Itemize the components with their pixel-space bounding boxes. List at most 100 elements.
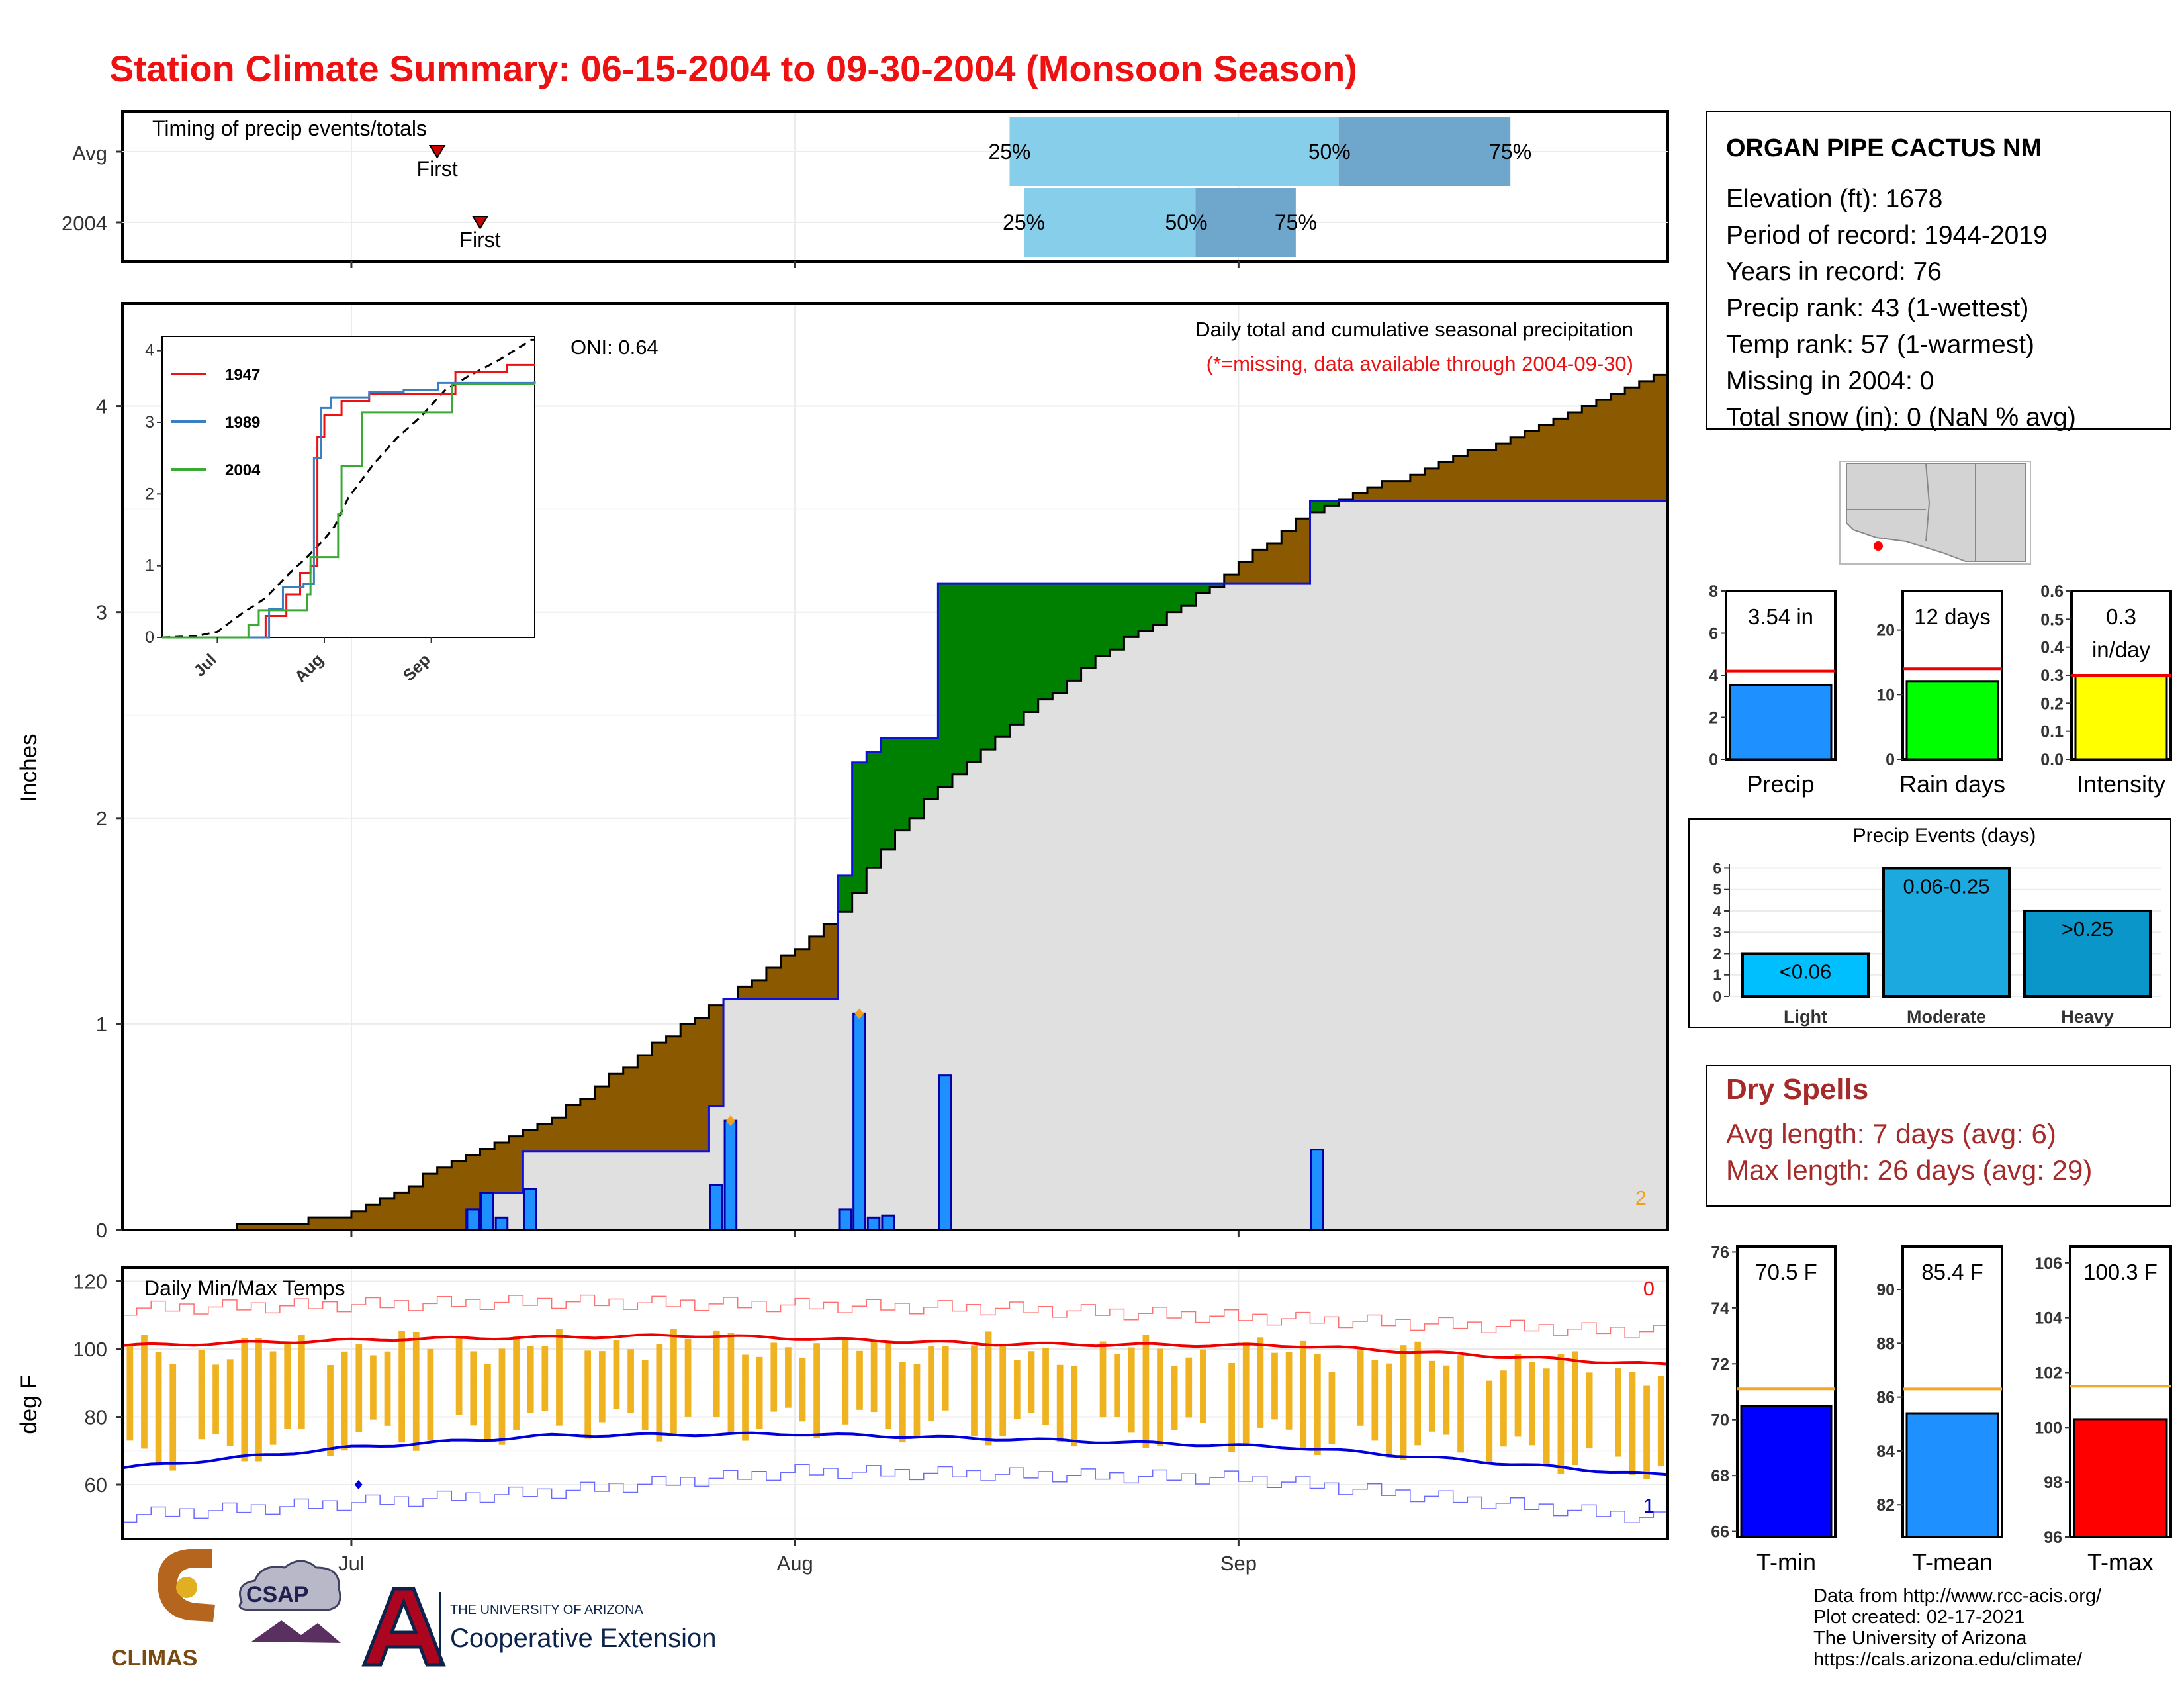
surplus-area: [852, 762, 868, 893]
daily-precip-bar: [523, 1188, 537, 1231]
deficit-area: [423, 1174, 438, 1230]
daily-temp-range-bar: [971, 1345, 978, 1436]
legend-label: 1989: [225, 414, 260, 432]
deficit-area: [437, 1167, 453, 1230]
daily-temp-range-bar: [126, 1344, 134, 1441]
deficit-area: [1281, 531, 1297, 584]
deficit-area: [1610, 393, 1625, 501]
events-y-tick-label: 4: [1713, 902, 1721, 919]
daily-temp-range-bar: [1099, 1341, 1107, 1418]
surplus-area: [1152, 583, 1168, 625]
daily-temp-range-bar: [1629, 1372, 1636, 1475]
surplus-area: [866, 752, 882, 868]
daily-temp-range-bar: [842, 1340, 849, 1425]
surplus-area: [1009, 583, 1024, 725]
daily-temp-range-bar: [1657, 1375, 1664, 1467]
deficit-area: [523, 1130, 538, 1152]
events-y-tick-label: 0: [1713, 988, 1721, 1005]
deficit-area: [780, 955, 796, 1000]
daily-temp-range-bar: [241, 1337, 248, 1462]
deficit-area: [1224, 575, 1240, 584]
daily-temp-range-bar: [1500, 1370, 1507, 1447]
precip-y-tick-label: 4: [96, 395, 107, 418]
temp-summary-y-tick-label: 106: [2034, 1254, 2062, 1273]
summary-value-bar: [1905, 680, 1999, 761]
daily-precip-bar: [494, 1216, 509, 1231]
deficit-area: [752, 980, 767, 1000]
summary-y-tick-label: 0.4: [2040, 639, 2064, 657]
daily-temp-range-bar: [770, 1342, 778, 1412]
summary-y-tick-label: 0.3: [2040, 667, 2064, 685]
daily-temp-range-bar: [198, 1350, 205, 1440]
temp-summary-value-bar: [1740, 1405, 1833, 1538]
temp-summary-y-tick-label: 76: [1711, 1243, 1729, 1262]
summary-y-tick-label: 6: [1709, 625, 1718, 643]
daily-temp-range-bar: [999, 1344, 1007, 1436]
daily-temp-range-bar: [1271, 1352, 1278, 1420]
deficit-area: [1439, 462, 1454, 501]
surplus-area: [1066, 583, 1082, 681]
climas-logo-text: CLIMAS: [111, 1646, 197, 1671]
inset-lines: [161, 338, 536, 639]
daily-temp-range-bar: [856, 1350, 863, 1410]
q50-label: 50%: [1308, 140, 1351, 164]
deficit-area: [694, 1017, 710, 1152]
daily-temp-range-bar: [756, 1356, 763, 1429]
event-bar-label: <0.06: [1780, 960, 1831, 983]
temp-summary-value-bar: [1905, 1412, 1999, 1538]
deficit-area: [322, 1217, 338, 1230]
deficit-area: [1625, 387, 1640, 501]
daily-temp-range-bar: [1157, 1348, 1163, 1447]
temp-summary-y-tick-label: 74: [1711, 1299, 1729, 1318]
inset-y-tick-label: 2: [145, 485, 154, 503]
daily-temp-range-bar: [541, 1346, 549, 1411]
temp-x-axis: Jul Aug Sep: [338, 1539, 1257, 1575]
summary-y-tick-label: 0.5: [2040, 610, 2064, 629]
temp-min-count: 1: [1643, 1494, 1655, 1517]
temp-summary-y-tick-label: 104: [2034, 1309, 2062, 1328]
temp-summary-y-tick-label: 84: [1876, 1442, 1895, 1461]
daily-temp-range-bar: [1643, 1385, 1650, 1479]
daily-temp-range-bar: [1457, 1355, 1464, 1453]
daily-temp-range-bar: [384, 1351, 391, 1426]
surplus-area: [909, 737, 925, 818]
deficit-area: [337, 1217, 352, 1230]
temp-max-count: 0: [1643, 1277, 1655, 1300]
daily-temp-range-bar: [1543, 1368, 1550, 1464]
temp-y-tick-label: 120: [73, 1270, 107, 1293]
daily-temp-range-bar: [498, 1348, 506, 1445]
temp-series: [122, 1294, 1668, 1524]
precip-chart-subtitle: (*=missing, data available through 2004-…: [1206, 352, 1633, 375]
deficit-area: [1524, 431, 1540, 501]
deficit-area: [766, 968, 782, 1000]
deficit-area: [1367, 487, 1383, 501]
deficit-area: [1553, 418, 1569, 501]
daily-temp-range-bar: [899, 1362, 906, 1443]
dry-spells-max: Max length: 26 days (avg: 29): [1726, 1154, 2092, 1186]
deficit-area: [308, 1217, 324, 1230]
temp-x-tick-label: Sep: [1220, 1552, 1257, 1575]
record-marker: [854, 1008, 864, 1019]
csap-logo-text: CSAP: [246, 1582, 308, 1607]
surplus-area: [966, 583, 982, 762]
deficit-area: [666, 1036, 681, 1152]
surplus-area: [1324, 500, 1340, 506]
map-state-border: [1925, 463, 1931, 542]
deficit-area: [236, 1223, 252, 1230]
daily-temp-range-bar: [255, 1338, 262, 1462]
climas-logo-sun: [176, 1577, 197, 1598]
temp-summary-y-tick-label: 66: [1711, 1523, 1729, 1542]
daily-temp-range-bar: [398, 1331, 406, 1443]
precip-y-axis-label: Inches: [16, 733, 42, 802]
first-marker: [471, 216, 489, 230]
surplus-area: [1310, 500, 1325, 512]
deficit-area: [680, 1023, 696, 1152]
precip-events-chart: 0 1 2 3 4 5 6 <0.06 Light 0.06-0.25 Moderate >0.25 H…: [1713, 859, 2161, 1027]
temp-summary-panel: 82 84 86 88 90 85.4 F T-mean: [1876, 1245, 2003, 1575]
surplus-area: [938, 583, 953, 787]
surplus-area: [952, 583, 968, 774]
temp-chart: 60 80 100 120 Jul Aug Sep deg F Daily Min/Max…: [16, 1266, 1669, 1575]
deficit-area: [1424, 468, 1439, 501]
temp-summary-y-tick-label: 82: [1876, 1496, 1895, 1515]
daily-temp-range-bar: [284, 1344, 291, 1429]
